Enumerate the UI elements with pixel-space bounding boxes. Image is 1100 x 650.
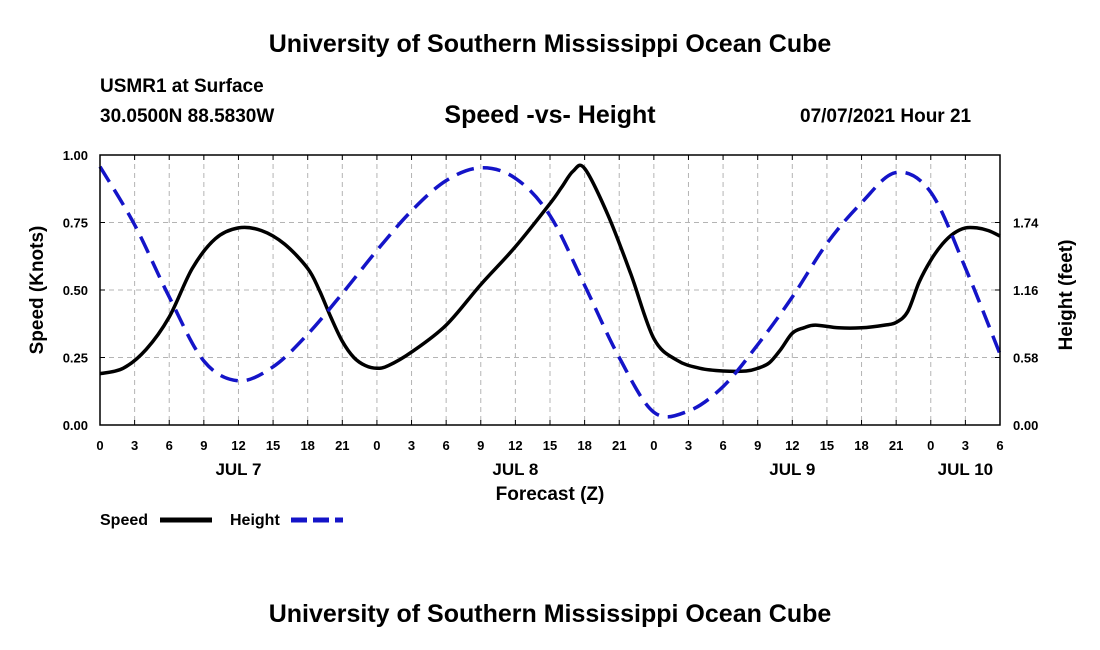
x-tick-label: 9 xyxy=(200,438,207,453)
x-tick-label: 12 xyxy=(785,438,799,453)
legend-speed-label: Speed xyxy=(100,512,148,529)
y-tick-label: 0.75 xyxy=(63,216,88,231)
y2-axis-title: Height (feet) xyxy=(1056,240,1077,351)
station-label: USMR1 at Surface xyxy=(100,76,264,97)
chart-footer-title: University of Southern Mississippi Ocean… xyxy=(268,600,832,628)
date-label: JUL 7 xyxy=(215,460,261,479)
x-tick-label: 3 xyxy=(408,438,415,453)
plot-frame xyxy=(99,154,1001,426)
y-tick-label: 1.00 xyxy=(63,148,88,163)
x-tick-label: 12 xyxy=(231,438,245,453)
x-axis-title: Forecast (Z) xyxy=(496,484,605,505)
x-tick-label: 15 xyxy=(543,438,557,453)
series-layer xyxy=(98,163,1002,419)
x-tick-label: 9 xyxy=(477,438,484,453)
y-tick-label: 0.25 xyxy=(63,351,88,366)
x-tick-label: 3 xyxy=(131,438,138,453)
grid-layer xyxy=(100,155,1000,425)
x-tick-label: 9 xyxy=(754,438,761,453)
speed-series-line xyxy=(99,163,1001,376)
forecast-datetime: 07/07/2021 Hour 21 xyxy=(800,106,972,127)
x-tick-label: 0 xyxy=(650,438,657,453)
x-tick-label: 15 xyxy=(820,438,834,453)
x-tick-label: 6 xyxy=(443,438,450,453)
x-tick-label: 6 xyxy=(996,438,1003,453)
x-tick-label: 18 xyxy=(300,438,314,453)
x-tick-label: 18 xyxy=(854,438,868,453)
height-series-line xyxy=(98,165,1002,419)
x-tick-label: 15 xyxy=(266,438,280,453)
x-tick-label: 18 xyxy=(577,438,591,453)
y-axis-title: Speed (Knots) xyxy=(27,226,48,355)
date-label: JUL 9 xyxy=(769,460,815,479)
date-label: JUL 10 xyxy=(938,460,993,479)
y-tick-label: 0.00 xyxy=(63,418,88,433)
axes-layer xyxy=(99,154,1001,426)
legend-height-label: Height xyxy=(230,512,280,529)
y2-tick-label: 0.00 xyxy=(1013,418,1038,433)
x-tick-label: 21 xyxy=(612,438,626,453)
x-tick-label: 21 xyxy=(335,438,349,453)
y2-tick-label: 1.74 xyxy=(1013,216,1039,231)
x-tick-label: 12 xyxy=(508,438,522,453)
x-tick-label: 6 xyxy=(166,438,173,453)
x-tick-label: 6 xyxy=(719,438,726,453)
x-tick-label: 0 xyxy=(96,438,103,453)
x-tick-label: 21 xyxy=(889,438,903,453)
y2-tick-label: 1.16 xyxy=(1013,283,1038,298)
labels-layer: 0 3 6 9 12 15 18 21 0 3 6 9 12 15 18 21 0 3 6 9 12 15 18 21 0 3 60… xyxy=(27,148,1077,505)
date-label: JUL 8 xyxy=(492,460,538,479)
x-tick-label: 3 xyxy=(685,438,692,453)
legend: Speed Height xyxy=(100,512,343,529)
x-tick-label: 3 xyxy=(962,438,969,453)
y-tick-label: 0.50 xyxy=(63,283,88,298)
chart-title: Speed -vs- Height xyxy=(444,101,656,129)
y2-tick-label: 0.58 xyxy=(1013,351,1038,366)
x-tick-label: 0 xyxy=(927,438,934,453)
coordinates-label: 30.0500N 88.5830W xyxy=(100,106,275,127)
chart-header-title: University of Southern Mississippi Ocean… xyxy=(268,30,832,58)
x-tick-label: 0 xyxy=(373,438,380,453)
